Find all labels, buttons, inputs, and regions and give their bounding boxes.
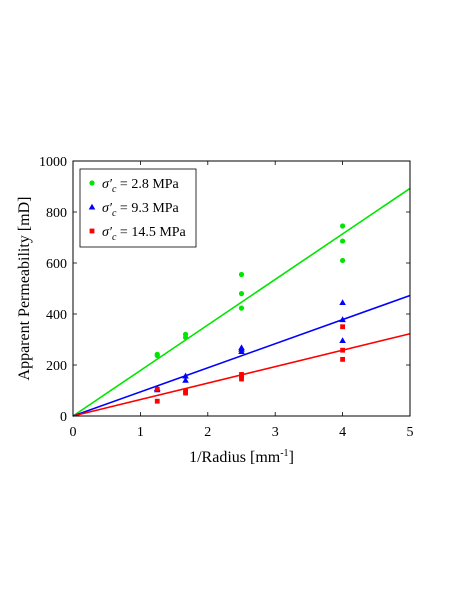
y-tick-label: 200: [46, 359, 67, 374]
data-point-series-2: [339, 316, 346, 323]
data-point-series-1: [238, 271, 245, 278]
x-tick-label: 5: [407, 425, 414, 440]
legend-label-3: σ′c = 14.5 MPa: [102, 225, 187, 243]
x-tick-label: 4: [339, 425, 346, 440]
data-point-series-1: [154, 351, 160, 357]
y-tick-label: 400: [46, 308, 67, 323]
data-point-series-3: [154, 398, 160, 404]
y-tick-label: 800: [46, 206, 67, 221]
legend-marker-1: [89, 180, 95, 186]
x-tick-label: 0: [70, 425, 77, 440]
plot-area: [72, 160, 411, 417]
legend-label-2: σ′c = 9.3 MPa: [102, 201, 180, 219]
data-point-series-2: [339, 299, 346, 305]
data-point-series-3: [340, 324, 345, 330]
data-point-series-3: [239, 376, 244, 382]
x-tick-label: 2: [204, 425, 211, 440]
data-point-series-3: [183, 388, 188, 394]
data-point-series-1: [238, 291, 245, 297]
data-point-series-3: [239, 372, 244, 377]
data-point-series-1: [340, 257, 346, 264]
y-tick-label: 1000: [39, 155, 67, 170]
data-point-series-2: [238, 344, 245, 351]
data-point-series-2: [182, 372, 189, 379]
data-points: [153, 223, 346, 404]
axis-ticks: 0 1 2 3 4 5 0 200 400 600 800 1000: [39, 155, 414, 440]
y-tick-label: 0: [60, 410, 67, 425]
x-tick-label: 3: [272, 425, 279, 440]
data-point-series-2: [182, 377, 189, 383]
data-point-series-3: [340, 356, 345, 362]
data-point-series-3: [154, 386, 160, 392]
y-tick-label: 600: [46, 257, 67, 272]
data-point-series-2: [339, 337, 346, 343]
y-axis-title: Apparent Permeability [mD]: [16, 197, 33, 381]
data-point-series-1: [238, 305, 245, 311]
x-tick-label: 1: [137, 425, 144, 440]
legend: σ′c = 2.8 MPa σ′c = 9.3 MPa σ′c = 14.5 MPa: [79, 168, 197, 248]
data-point-series-3: [340, 347, 345, 353]
legend-box: [79, 168, 197, 248]
legend-label-1: σ′c = 2.8 MPa: [102, 177, 180, 195]
legend-marker-3: [89, 228, 95, 234]
data-point-series-1: [340, 223, 346, 229]
data-point-series-1: [182, 331, 189, 337]
x-axis-title: 1/Radius [mm-1]: [189, 448, 294, 466]
legend-marker-2: [88, 203, 96, 210]
data-point-series-1: [340, 238, 346, 244]
fit-line-2: [72, 294, 411, 417]
fit-line-1: [72, 187, 411, 417]
